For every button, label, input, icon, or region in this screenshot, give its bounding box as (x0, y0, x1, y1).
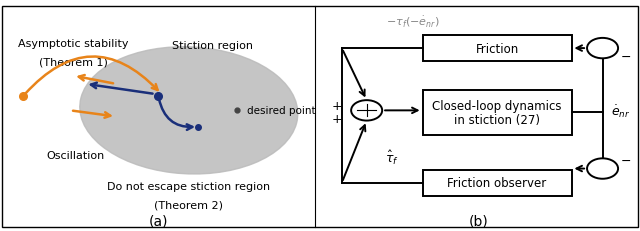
Text: (b): (b) (468, 214, 488, 228)
Text: (a): (a) (148, 214, 168, 228)
Text: −: − (621, 51, 631, 64)
Text: Friction: Friction (476, 43, 518, 55)
Text: desired point: desired point (246, 106, 315, 116)
Bar (422, 36, 572, 62)
Ellipse shape (80, 48, 298, 174)
Text: +: + (332, 99, 342, 112)
Text: $\dot{e}_{nr}$: $\dot{e}_{nr}$ (611, 103, 631, 119)
Text: −: − (621, 154, 631, 167)
Text: in stiction (27): in stiction (27) (454, 113, 540, 126)
Bar (422, 170, 572, 196)
Text: Asymptotic stability: Asymptotic stability (18, 39, 129, 49)
Bar (422, 91, 572, 135)
Text: (Theorem 2): (Theorem 2) (154, 199, 223, 209)
Text: (Theorem 1): (Theorem 1) (39, 57, 108, 67)
Text: $\hat{\tau}_f$: $\hat{\tau}_f$ (385, 149, 399, 167)
Text: Stiction region: Stiction region (172, 41, 253, 51)
Text: $-\tau_f(-\dot{e}_{nr})$: $-\tau_f(-\dot{e}_{nr})$ (387, 14, 440, 29)
Text: +: + (332, 112, 342, 125)
Text: Closed-loop dynamics: Closed-loop dynamics (432, 100, 562, 113)
Text: Oscillation: Oscillation (46, 151, 104, 161)
Circle shape (587, 159, 618, 179)
Text: Do not escape stiction region: Do not escape stiction region (108, 181, 270, 191)
Text: Friction observer: Friction observer (447, 176, 547, 189)
Circle shape (351, 101, 382, 121)
Circle shape (587, 39, 618, 59)
